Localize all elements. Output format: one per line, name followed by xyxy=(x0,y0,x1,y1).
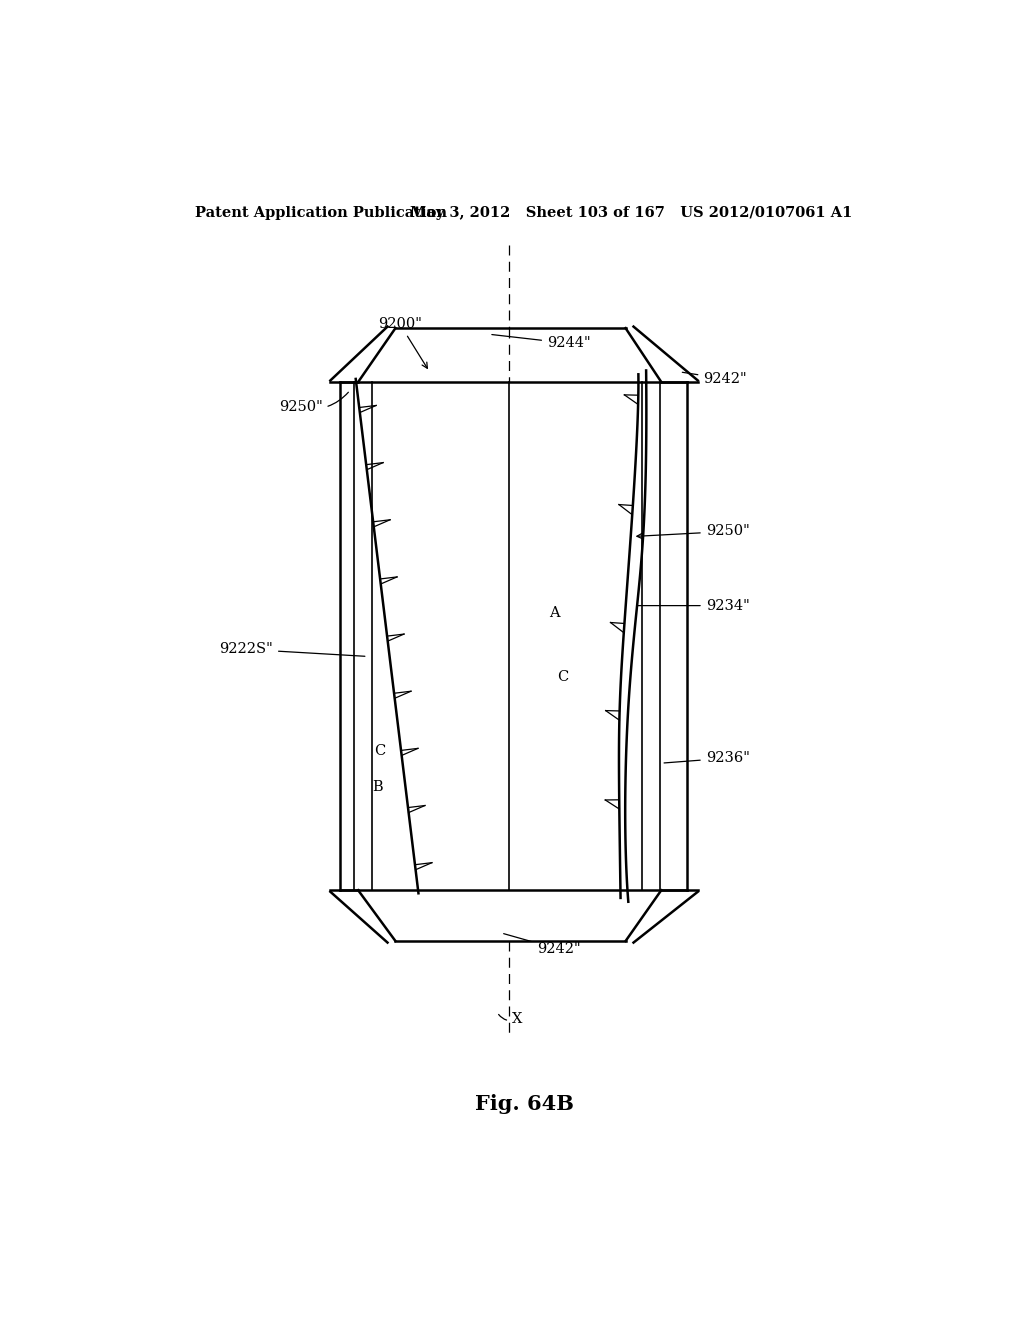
Text: B: B xyxy=(373,780,383,793)
Text: 9234": 9234" xyxy=(637,598,750,612)
Text: Fig. 64B: Fig. 64B xyxy=(475,1094,574,1114)
Text: 9242": 9242" xyxy=(682,372,746,385)
Text: 9250": 9250" xyxy=(637,524,750,539)
Text: 9244": 9244" xyxy=(492,334,591,350)
Text: 9222S": 9222S" xyxy=(219,643,365,656)
Text: C: C xyxy=(557,669,568,684)
Text: 9200": 9200" xyxy=(378,317,427,368)
Text: X: X xyxy=(499,1012,522,1026)
Text: A: A xyxy=(549,606,559,619)
Text: C: C xyxy=(374,744,385,758)
Text: Patent Application Publication: Patent Application Publication xyxy=(196,206,447,220)
Text: May 3, 2012   Sheet 103 of 167   US 2012/0107061 A1: May 3, 2012 Sheet 103 of 167 US 2012/010… xyxy=(410,206,852,220)
Text: 9242": 9242" xyxy=(504,933,581,956)
Text: 9236": 9236" xyxy=(665,751,750,766)
Text: 9250": 9250" xyxy=(279,392,348,414)
